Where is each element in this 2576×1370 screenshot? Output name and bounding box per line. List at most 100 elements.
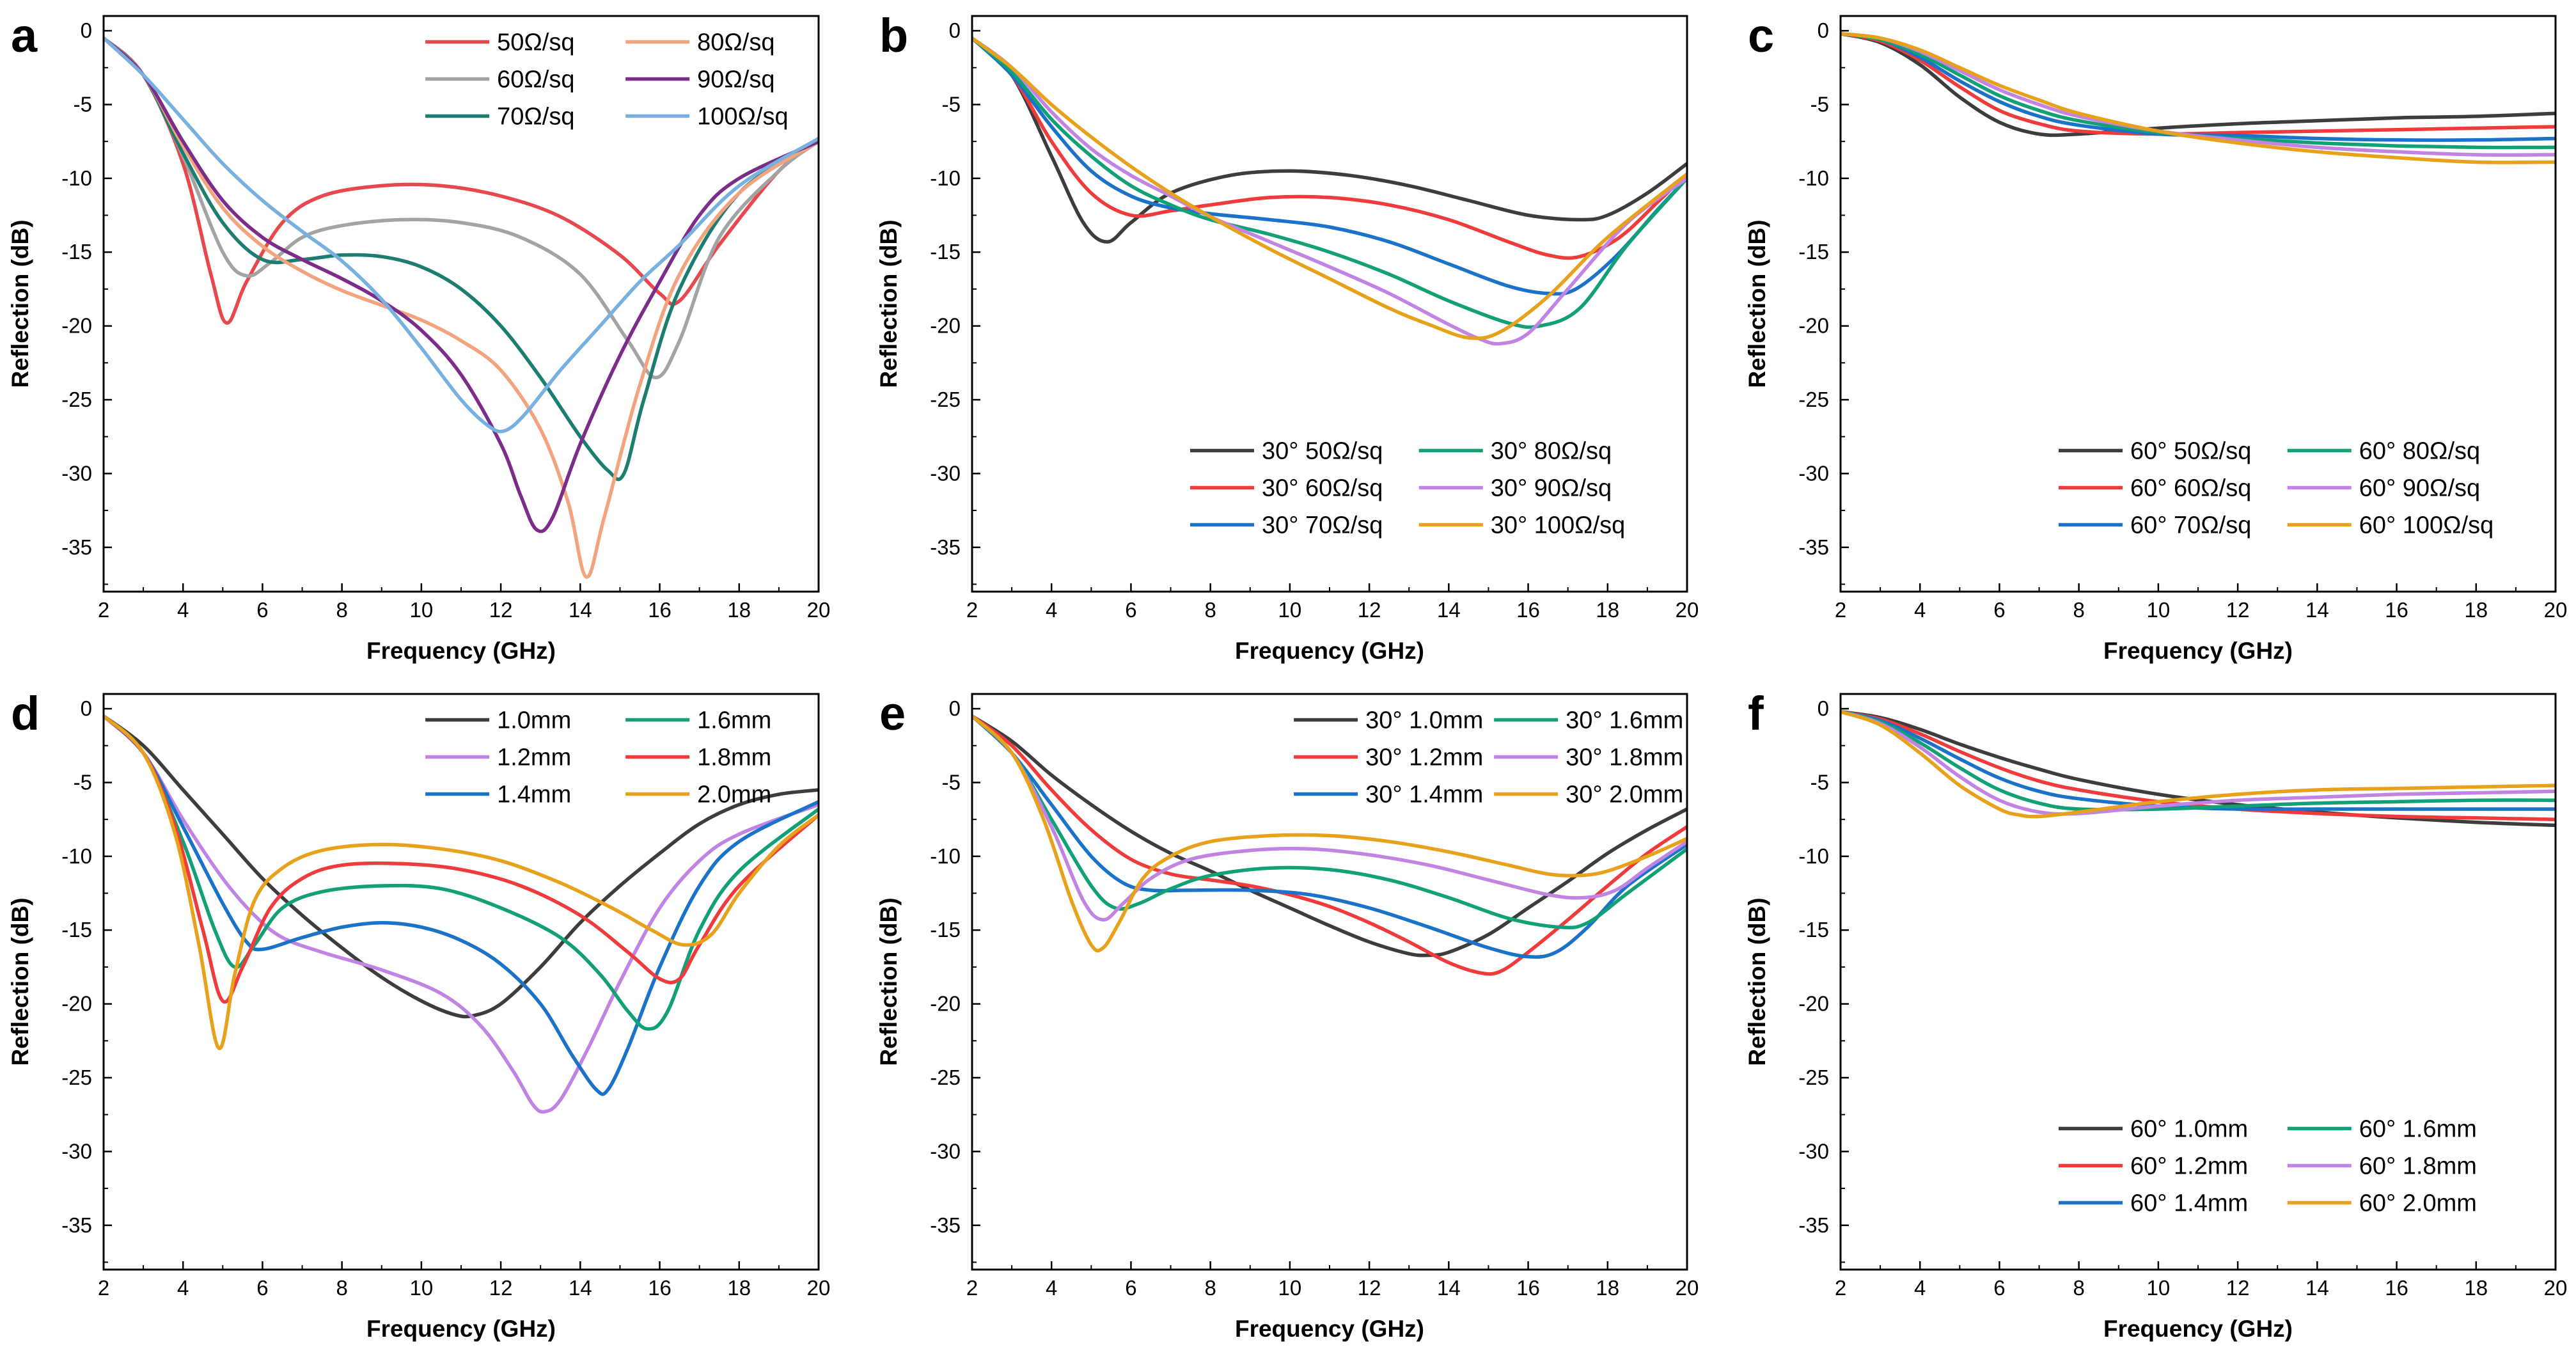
x-axis-label: Frequency (GHz) <box>366 1316 556 1342</box>
y-tick-label: -10 <box>61 166 92 190</box>
x-tick-label: 8 <box>2073 1276 2084 1300</box>
legend-label: 50Ω/sq <box>497 29 574 56</box>
x-tick-label: 4 <box>1914 598 1926 622</box>
y-tick-label: -15 <box>61 918 92 941</box>
x-tick-label: 2 <box>966 1276 978 1300</box>
x-tick-label: 18 <box>727 598 751 622</box>
legend: 50Ω/sq 60Ω/sq 70Ω/sq 80Ω/sq 90Ω/sq 100Ω/sq <box>425 29 789 130</box>
series-line <box>104 714 819 1114</box>
series-line <box>1841 709 2556 821</box>
x-tick-label: 20 <box>1676 1276 1699 1300</box>
x-tick-label: 12 <box>2226 598 2250 622</box>
panel-b: b 2 4 6 8 10 12 14 16 18 20 0 -5 -10 -15 -20 -25 -30 -35 Fr… <box>876 9 1699 664</box>
plot-frame <box>1839 15 2557 593</box>
y-tick-label: -20 <box>930 314 961 338</box>
panel-e: e 2 4 6 8 10 12 14 16 18 20 0 -5 -10 -15 -20 -25 -30 -35 Fr… <box>876 687 1699 1342</box>
x-tick-label: 8 <box>336 598 347 622</box>
y-tick-label: -10 <box>1798 844 1829 868</box>
y-tick-label: -25 <box>1798 388 1829 411</box>
y-tick-label: -15 <box>1798 918 1829 941</box>
series-line <box>972 36 1687 296</box>
y-tick-label: -35 <box>930 1213 961 1237</box>
series-line <box>104 714 819 1031</box>
x-tick-label: 16 <box>2385 598 2408 622</box>
y-tick-label: -5 <box>1810 770 1829 794</box>
series-line <box>1841 709 2556 828</box>
y-tick-label: 0 <box>81 19 92 42</box>
x-tick-label: 2 <box>966 598 978 622</box>
series-curves <box>104 36 819 579</box>
legend-label: 2.0mm <box>697 782 771 808</box>
x-tick-label: 14 <box>569 1276 592 1300</box>
series-line <box>1841 709 2556 819</box>
y-tick-label: -35 <box>61 1213 92 1237</box>
series-line <box>1841 31 2556 142</box>
panel-letter: f <box>1748 687 1764 740</box>
x-tick-label: 10 <box>410 598 434 622</box>
legend-label: 60° 50Ω/sq <box>2130 438 2251 465</box>
x-tick-label: 16 <box>1516 1276 1540 1300</box>
series-line <box>104 714 819 1050</box>
y-tick-label: -20 <box>61 992 92 1016</box>
x-tick-label: 18 <box>2464 598 2488 622</box>
x-tick-label: 20 <box>1676 598 1699 622</box>
y-tick-label: 0 <box>81 697 92 720</box>
y-tick-label: -30 <box>930 1139 961 1163</box>
legend-label: 30° 2.0mm <box>1566 782 1683 808</box>
legend-label: 60° 80Ω/sq <box>2359 438 2480 465</box>
series-line <box>1841 31 2556 136</box>
legend-label: 70Ω/sq <box>497 104 574 130</box>
legend-label: 60° 1.2mm <box>2130 1153 2248 1180</box>
legend-label: 60° 70Ω/sq <box>2130 512 2251 539</box>
x-tick-label: 14 <box>2305 598 2329 622</box>
x-tick-label: 4 <box>177 598 189 622</box>
x-tick-label: 18 <box>2464 1276 2488 1300</box>
x-tick-label: 4 <box>1046 1276 1057 1300</box>
x-tick-label: 2 <box>1835 1276 1846 1300</box>
y-tick-label: -5 <box>74 770 92 794</box>
series-line <box>104 714 819 1096</box>
legend-label: 30° 60Ω/sq <box>1262 475 1383 502</box>
y-tick-label: -15 <box>930 918 961 941</box>
x-tick-label: 16 <box>648 598 671 622</box>
x-tick-label: 12 <box>2226 1276 2250 1300</box>
series-line <box>104 36 819 579</box>
series-line <box>104 36 819 325</box>
legend-label: 30° 1.0mm <box>1365 707 1483 734</box>
plot-frame <box>102 693 820 1271</box>
legend-label: 30° 80Ω/sq <box>1491 438 1612 465</box>
y-tick-label: -25 <box>61 388 92 411</box>
y-tick-label: -10 <box>1798 166 1829 190</box>
x-tick-label: 18 <box>727 1276 751 1300</box>
series-line <box>972 36 1687 329</box>
legend-label: 1.2mm <box>497 744 571 771</box>
x-tick-label: 6 <box>256 1276 268 1300</box>
y-tick-label: -35 <box>1798 535 1829 559</box>
y-tick-label: -20 <box>930 992 961 1016</box>
y-tick-label: -35 <box>930 535 961 559</box>
y-tick-label: -30 <box>1798 1139 1829 1163</box>
series-curves <box>1841 31 2556 164</box>
y-tick-label: 0 <box>949 19 961 42</box>
x-axis-label: Frequency (GHz) <box>1235 1316 1424 1342</box>
y-tick-label: 0 <box>949 697 961 720</box>
series-line <box>104 36 819 380</box>
legend: 30° 1.0mm 30° 1.2mm 30° 1.4mm 30° 1.6mm 30° … <box>1294 707 1683 808</box>
x-tick-label: 16 <box>2385 1276 2408 1300</box>
y-tick-label: -20 <box>61 314 92 338</box>
series-line <box>1841 709 2556 816</box>
series-line <box>972 36 1687 244</box>
panel-letter: b <box>879 9 908 62</box>
series-line <box>1841 31 2556 150</box>
x-tick-label: 4 <box>1046 598 1057 622</box>
legend-label: 60° 1.6mm <box>2359 1116 2477 1143</box>
panel-letter: c <box>1748 9 1774 62</box>
legend-label: 80Ω/sq <box>697 29 774 56</box>
series-line <box>104 36 819 533</box>
x-tick-label: 16 <box>1516 598 1540 622</box>
legend-label: 60° 100Ω/sq <box>2359 512 2494 539</box>
panel-letter: a <box>11 9 38 62</box>
panel-f: f 2 4 6 8 10 12 14 16 18 20 0 -5 -10 -15 -20 -25 -30 -35 Fr… <box>1744 687 2567 1342</box>
x-tick-label: 10 <box>1278 1276 1302 1300</box>
legend-label: 60° 1.8mm <box>2359 1153 2477 1180</box>
